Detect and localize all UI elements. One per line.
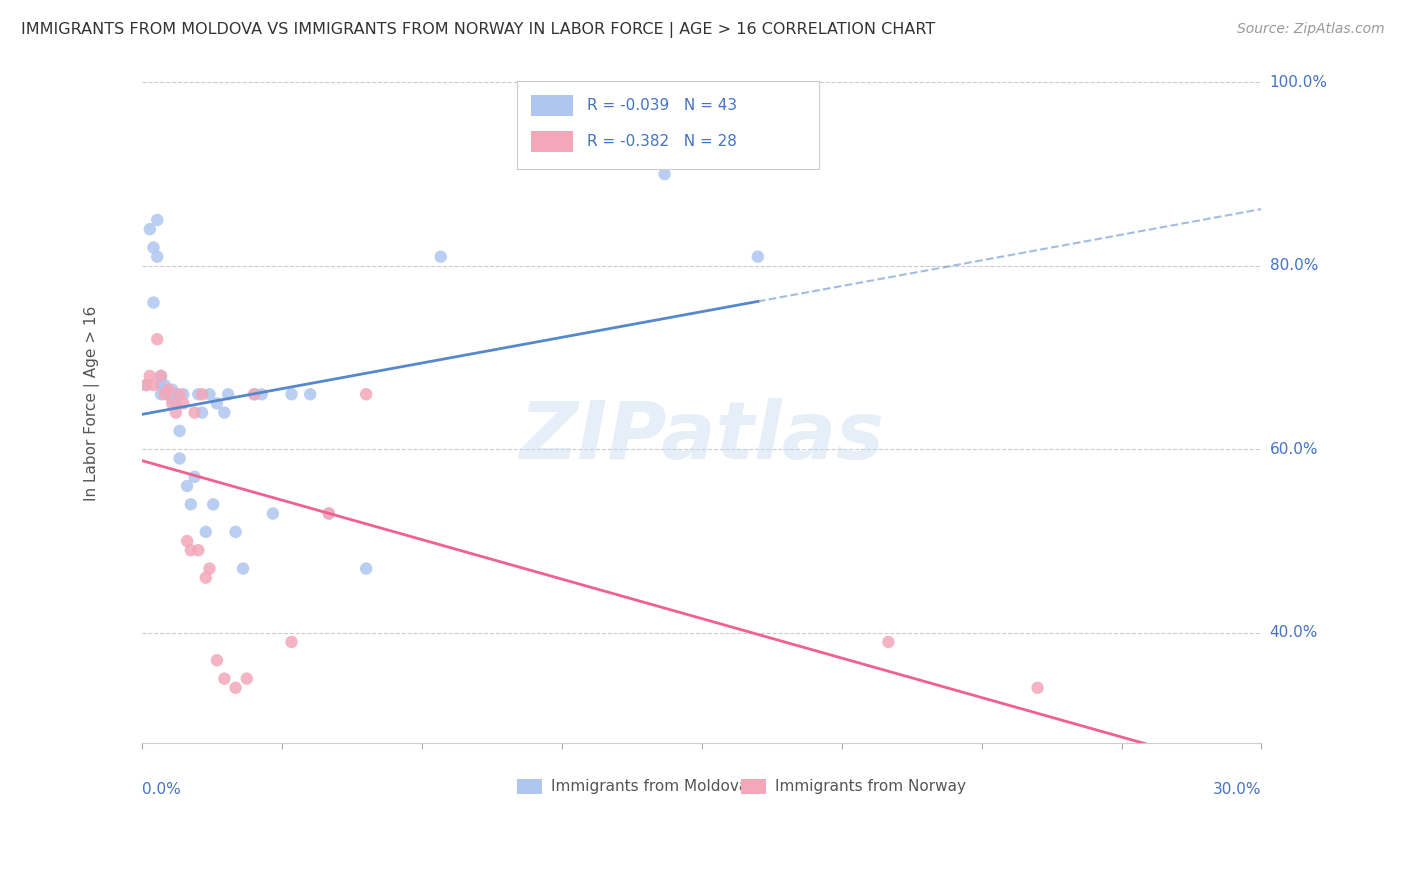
Point bbox=[160, 392, 183, 406]
Point bbox=[354, 387, 377, 401]
Point bbox=[198, 561, 221, 575]
Point bbox=[169, 424, 191, 438]
Text: Immigrants from Moldova: Immigrants from Moldova bbox=[551, 779, 748, 794]
FancyBboxPatch shape bbox=[517, 779, 541, 794]
Text: 30.0%: 30.0% bbox=[1213, 781, 1261, 797]
Text: R = -0.382   N = 28: R = -0.382 N = 28 bbox=[586, 134, 737, 149]
Point bbox=[172, 387, 194, 401]
Point bbox=[262, 507, 284, 521]
Text: Immigrants from Norway: Immigrants from Norway bbox=[775, 779, 966, 794]
Point bbox=[214, 672, 236, 686]
Point bbox=[225, 524, 247, 539]
Point bbox=[194, 571, 217, 585]
Point bbox=[139, 222, 162, 236]
Point bbox=[214, 406, 236, 420]
Point bbox=[280, 635, 302, 649]
Point bbox=[142, 295, 165, 310]
Point bbox=[205, 396, 228, 410]
Point bbox=[205, 653, 228, 667]
Point bbox=[187, 543, 209, 558]
Point bbox=[243, 387, 266, 401]
Point bbox=[157, 383, 180, 397]
Point bbox=[183, 470, 205, 484]
Point bbox=[149, 387, 172, 401]
Point bbox=[250, 387, 273, 401]
Point bbox=[176, 534, 198, 549]
Point bbox=[146, 250, 169, 264]
Point bbox=[747, 250, 769, 264]
Point bbox=[153, 383, 176, 397]
Point bbox=[243, 387, 266, 401]
FancyBboxPatch shape bbox=[517, 81, 820, 169]
Point bbox=[429, 250, 451, 264]
Point bbox=[157, 387, 180, 401]
Point bbox=[232, 561, 254, 575]
Text: IMMIGRANTS FROM MOLDOVA VS IMMIGRANTS FROM NORWAY IN LABOR FORCE | AGE > 16 CORR: IMMIGRANTS FROM MOLDOVA VS IMMIGRANTS FR… bbox=[21, 22, 935, 38]
Point bbox=[160, 383, 183, 397]
Point bbox=[169, 387, 191, 401]
Text: 100.0%: 100.0% bbox=[1270, 75, 1327, 90]
Text: R = -0.039   N = 43: R = -0.039 N = 43 bbox=[586, 98, 737, 113]
Point bbox=[135, 378, 157, 392]
Point bbox=[183, 406, 205, 420]
Point bbox=[157, 384, 180, 399]
FancyBboxPatch shape bbox=[741, 779, 766, 794]
Point bbox=[172, 396, 194, 410]
Point bbox=[217, 387, 239, 401]
FancyBboxPatch shape bbox=[530, 95, 574, 116]
Point bbox=[153, 387, 176, 401]
Point bbox=[318, 507, 340, 521]
Point bbox=[654, 167, 676, 181]
Point bbox=[142, 240, 165, 254]
Text: 60.0%: 60.0% bbox=[1270, 442, 1319, 457]
Point bbox=[198, 387, 221, 401]
Text: 80.0%: 80.0% bbox=[1270, 259, 1317, 273]
Point bbox=[169, 451, 191, 466]
Point bbox=[280, 387, 302, 401]
Point bbox=[176, 479, 198, 493]
Point bbox=[149, 368, 172, 383]
Text: 40.0%: 40.0% bbox=[1270, 625, 1317, 640]
Point bbox=[225, 681, 247, 695]
Point bbox=[139, 368, 162, 383]
Point bbox=[165, 406, 187, 420]
Text: 0.0%: 0.0% bbox=[142, 781, 181, 797]
Text: Source: ZipAtlas.com: Source: ZipAtlas.com bbox=[1237, 22, 1385, 37]
Point bbox=[142, 378, 165, 392]
Point bbox=[191, 406, 214, 420]
Point bbox=[146, 213, 169, 227]
FancyBboxPatch shape bbox=[530, 130, 574, 153]
Point bbox=[149, 368, 172, 383]
Point bbox=[877, 635, 900, 649]
Point bbox=[165, 387, 187, 401]
Point bbox=[318, 507, 340, 521]
Point bbox=[135, 378, 157, 392]
Text: ZIPatlas: ZIPatlas bbox=[519, 399, 884, 476]
Point bbox=[236, 672, 259, 686]
Point bbox=[160, 396, 183, 410]
Point bbox=[299, 387, 322, 401]
Point bbox=[153, 378, 176, 392]
Point bbox=[149, 378, 172, 392]
Point bbox=[354, 561, 377, 575]
Point bbox=[146, 332, 169, 346]
Point bbox=[202, 497, 225, 511]
Point bbox=[187, 387, 209, 401]
Point bbox=[194, 524, 217, 539]
Point bbox=[191, 387, 214, 401]
Point bbox=[1026, 681, 1049, 695]
Point bbox=[180, 497, 202, 511]
Text: In Labor Force | Age > 16: In Labor Force | Age > 16 bbox=[84, 306, 100, 501]
Point bbox=[180, 543, 202, 558]
Point bbox=[165, 396, 187, 410]
